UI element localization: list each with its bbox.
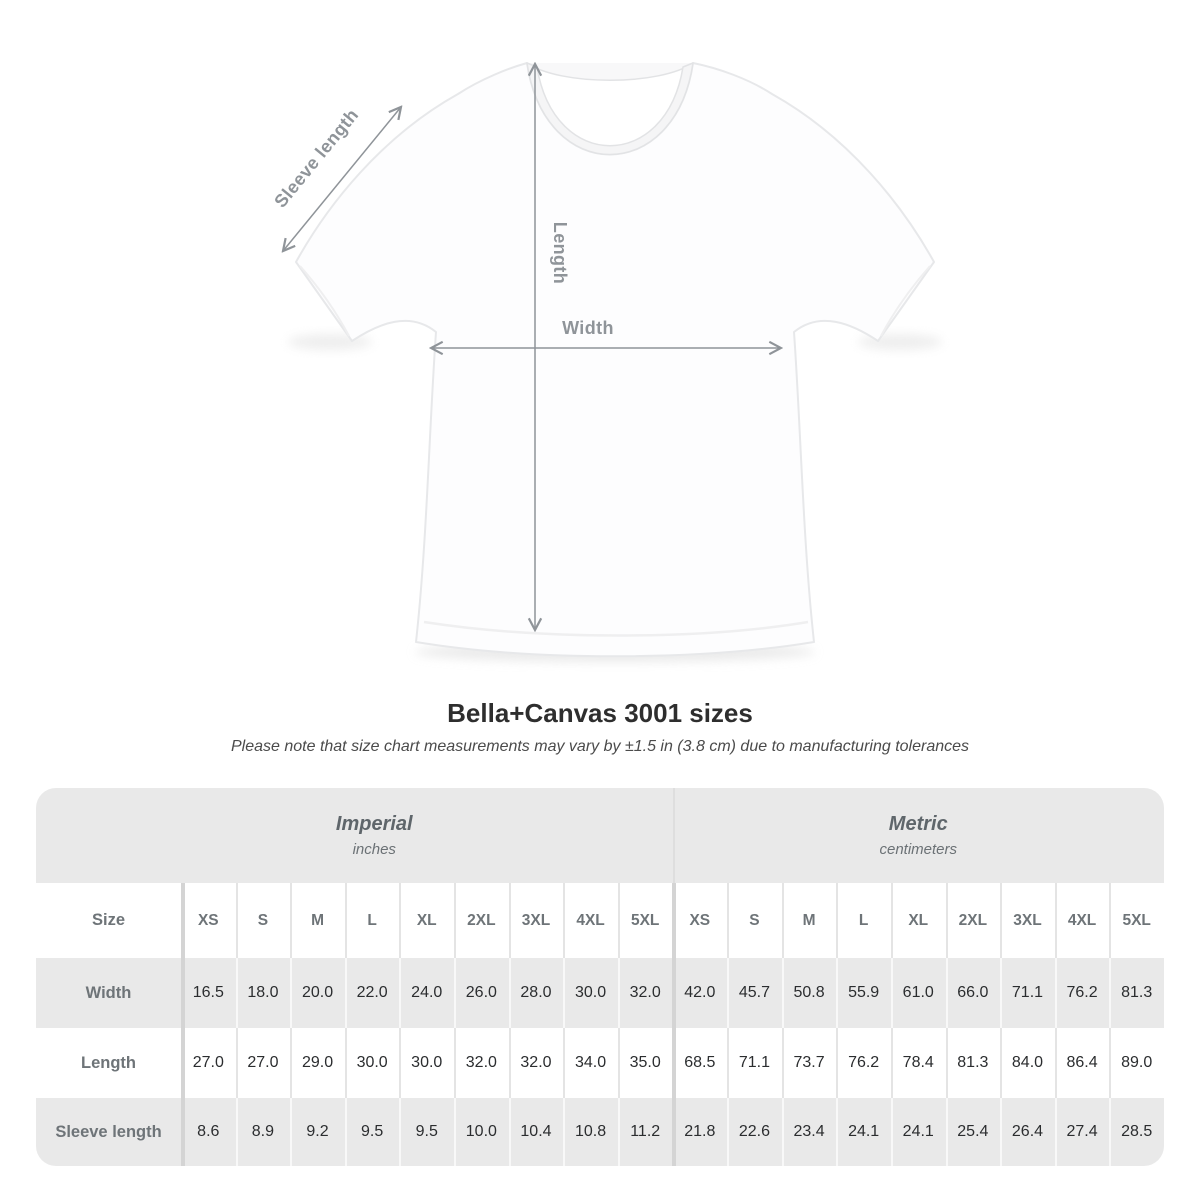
length-metric-5xl: 89.0: [1109, 1028, 1164, 1098]
sleeve-length-imperial-m: 9.2: [290, 1098, 345, 1166]
width-metric-3xl: 71.1: [1000, 958, 1055, 1028]
length-imperial-2xl: 32.0: [454, 1028, 509, 1098]
width-metric-2xl: 66.0: [945, 958, 1001, 1028]
size-header-metric-4xl: 4XL: [1054, 883, 1110, 958]
width-metric-5xl: 81.3: [1109, 958, 1164, 1028]
size-header-imperial-xl: XL: [399, 883, 455, 958]
tolerance-note: Please note that size chart measurements…: [230, 738, 970, 755]
sleeve-length-metric-xs: 21.8: [672, 1098, 728, 1166]
length-label: Length: [550, 222, 570, 284]
length-imperial-xs: 27.0: [181, 1028, 236, 1098]
size-header-imperial-2xl: 2XL: [454, 883, 509, 958]
sleeve-length-metric-m: 23.4: [781, 1098, 837, 1166]
size-chart-card: Imperial inches Metric centimeters Size X…: [36, 788, 1164, 1166]
sleeve-length-metric-l: 24.1: [836, 1098, 891, 1166]
sleeve-length-imperial-s: 8.9: [235, 1098, 291, 1166]
metric-section-header: Metric centimeters: [673, 788, 1165, 883]
metric-label: Metric: [888, 813, 948, 835]
width-label: Width: [562, 318, 614, 338]
width-metric-xl: 61.0: [890, 958, 946, 1028]
row-label-sleeve-length: Sleeve length: [36, 1098, 181, 1166]
units-band: Imperial inches Metric centimeters: [36, 788, 1164, 883]
tshirt-measurement-figure: Sleeve length Length Width: [270, 0, 942, 662]
size-header-imperial-l: L: [344, 883, 400, 958]
length-metric-4xl: 86.4: [1054, 1028, 1110, 1098]
length-metric-m: 73.7: [781, 1028, 837, 1098]
size-header-imperial-5xl: 5XL: [617, 883, 673, 958]
sleeve-length-metric-4xl: 27.4: [1054, 1098, 1110, 1166]
sleeve-length-metric-5xl: 28.5: [1109, 1098, 1164, 1166]
size-header-metric-xs: XS: [672, 883, 728, 958]
page-title: Bella+Canvas 3001 sizes: [447, 698, 753, 728]
width-imperial-m: 20.0: [290, 958, 345, 1028]
width-imperial-4xl: 30.0: [563, 958, 618, 1028]
size-header-metric-s: S: [727, 883, 782, 958]
length-imperial-xl: 30.0: [399, 1028, 455, 1098]
width-imperial-s: 18.0: [235, 958, 291, 1028]
width-metric-m: 50.8: [781, 958, 837, 1028]
sleeve-length-imperial-3xl: 10.4: [508, 1098, 564, 1166]
size-header-metric-m: M: [781, 883, 837, 958]
size-header-imperial-3xl: 3XL: [508, 883, 564, 958]
imperial-label: Imperial: [335, 813, 413, 835]
length-metric-xl: 78.4: [890, 1028, 946, 1098]
metric-unit-label: centimeters: [879, 841, 958, 858]
length-metric-s: 71.1: [727, 1028, 782, 1098]
length-metric-2xl: 81.3: [945, 1028, 1001, 1098]
length-imperial-3xl: 32.0: [508, 1028, 564, 1098]
tshirt-diagram: Sleeve length Length Width: [270, 0, 942, 662]
sleeve-length-imperial-4xl: 10.8: [563, 1098, 618, 1166]
width-metric-s: 45.7: [727, 958, 782, 1028]
sleeve-length-metric-3xl: 26.4: [1000, 1098, 1055, 1166]
size-header-metric-xl: XL: [890, 883, 946, 958]
length-metric-3xl: 84.0: [1000, 1028, 1055, 1098]
sleeve-length-imperial-5xl: 11.2: [617, 1098, 673, 1166]
tshirt-illustration: [295, 62, 935, 658]
width-imperial-l: 22.0: [344, 958, 400, 1028]
size-header-metric-l: L: [836, 883, 891, 958]
sleeve-length-imperial-xl: 9.5: [399, 1098, 455, 1166]
row-label-width: Width: [36, 958, 181, 1028]
length-metric-xs: 68.5: [672, 1028, 728, 1098]
size-header-imperial-4xl: 4XL: [563, 883, 618, 958]
size-header-metric-5xl: 5XL: [1109, 883, 1164, 958]
width-metric-4xl: 76.2: [1054, 958, 1110, 1028]
imperial-unit-label: inches: [352, 841, 396, 858]
size-grid: Size XS S M L XL 2XL 3XL 4XL 5XL XS S M L XL 2XL 3XL 4XL 5…: [36, 883, 1164, 1166]
width-imperial-xs: 16.5: [181, 958, 236, 1028]
sleeve-length-metric-xl: 24.1: [890, 1098, 946, 1166]
sleeve-length-arrow: [283, 107, 401, 251]
sleeve-length-imperial-l: 9.5: [344, 1098, 400, 1166]
row-label-length: Length: [36, 1028, 181, 1098]
width-imperial-5xl: 32.0: [617, 958, 673, 1028]
size-header-imperial-s: S: [235, 883, 291, 958]
length-imperial-s: 27.0: [235, 1028, 291, 1098]
sleeve-length-imperial-xs: 8.6: [181, 1098, 236, 1166]
length-imperial-m: 29.0: [290, 1028, 345, 1098]
width-metric-xs: 42.0: [672, 958, 728, 1028]
size-header-metric-2xl: 2XL: [945, 883, 1001, 958]
imperial-section-header: Imperial inches: [36, 788, 673, 883]
width-imperial-2xl: 26.0: [454, 958, 509, 1028]
length-imperial-5xl: 35.0: [617, 1028, 673, 1098]
sleeve-length-metric-2xl: 25.4: [945, 1098, 1001, 1166]
sleeve-length-metric-s: 22.6: [727, 1098, 782, 1166]
width-imperial-xl: 24.0: [399, 958, 455, 1028]
length-metric-l: 76.2: [836, 1028, 891, 1098]
size-column-header: Size: [36, 883, 181, 958]
width-imperial-3xl: 28.0: [508, 958, 564, 1028]
width-metric-l: 55.9: [836, 958, 891, 1028]
sleeve-length-imperial-2xl: 10.0: [454, 1098, 509, 1166]
length-imperial-l: 30.0: [344, 1028, 400, 1098]
size-header-imperial-m: M: [290, 883, 345, 958]
size-header-metric-3xl: 3XL: [1000, 883, 1055, 958]
size-header-imperial-xs: XS: [181, 883, 236, 958]
length-imperial-4xl: 34.0: [563, 1028, 618, 1098]
